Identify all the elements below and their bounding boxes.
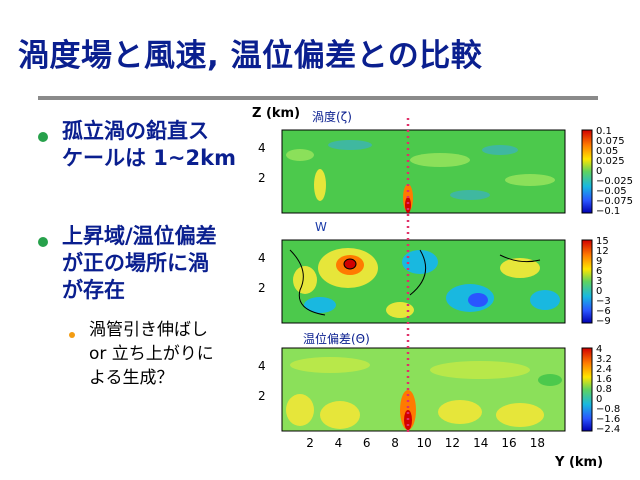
colorbar-tick-label: 0: [596, 286, 602, 297]
y-tick-label: 14: [473, 436, 488, 450]
y-tick-label: 6: [363, 436, 371, 450]
colorbar-tick-label: 0.075: [596, 136, 625, 147]
colorbar-theta: [581, 347, 593, 432]
colorbar-tick-label: 9: [596, 256, 602, 267]
colorbar-tick-label: 15: [596, 236, 609, 247]
z-tick-label: 2: [258, 389, 266, 403]
bullet-1-line-2: ケールは 1~2km: [62, 146, 236, 170]
y-tick-label: 2: [306, 436, 314, 450]
bullet-1-line-1: 孤立渦の鉛直ス: [62, 119, 209, 143]
bullet-2-line-1: 上昇域/温位偏差: [62, 224, 217, 248]
slide-title: 渦度場と風速, 温位偏差との比較: [18, 38, 483, 74]
panel-label-vorticity: 渦度(ζ): [312, 110, 352, 124]
y-tick-label: 12: [445, 436, 460, 450]
sub-bullet-dot: [69, 332, 75, 338]
colorbar-tick-label: 0.025: [596, 156, 625, 167]
z-tick-label: 4: [258, 359, 266, 373]
bullet-1: 孤立渦の鉛直ス ケールは 1~2km: [62, 118, 236, 172]
y-axis-label: Y (km): [555, 455, 604, 470]
colorbar-tick-label: −0.8: [596, 404, 620, 415]
y-tick-label: 10: [417, 436, 432, 450]
colorbar-tick-label: −1.6: [596, 414, 620, 425]
colorbar-tick-label: −2.4: [596, 424, 620, 435]
y-tick-label: 16: [501, 436, 516, 450]
colorbar-tick-label: −0.075: [596, 196, 633, 207]
colorbar-tick-label: 3: [596, 276, 602, 287]
z-axis-label: Z (km): [252, 106, 301, 121]
title-divider: [38, 96, 598, 100]
sub-bullet-line-1: 渦管引き伸ばし: [89, 320, 208, 340]
y-tick-label: 4: [335, 436, 343, 450]
panel-w: [281, 239, 566, 324]
colorbar-tick-label: −6: [596, 306, 611, 317]
z-tick-label: 4: [258, 141, 266, 155]
colorbar-tick-label: −0.1: [596, 206, 620, 217]
z-tick-label: 4: [258, 251, 266, 265]
sub-bullet-line-2: or 立ち上がりに: [89, 344, 214, 364]
colorbar-w: [581, 239, 593, 324]
y-tick-label: 8: [391, 436, 399, 450]
bullet-2-line-2: が正の場所に渦: [62, 251, 209, 275]
sub-bullet-line-3: よる生成？: [89, 368, 174, 388]
panel-label-w: W: [315, 220, 327, 234]
y-tick-label: 18: [530, 436, 545, 450]
z-tick-label: 2: [258, 171, 266, 185]
bullet-2: 上昇域/温位偏差 が正の場所に渦 が存在: [62, 223, 217, 304]
colorbar-tick-label: 0.1: [596, 126, 612, 137]
panel-vorticity: [281, 129, 566, 214]
colorbar-tick-label: 6: [596, 266, 602, 277]
colorbar-tick-label: 2.4: [596, 364, 612, 375]
colorbar-tick-label: 0: [596, 394, 602, 405]
bullet-2-line-3: が存在: [62, 278, 125, 302]
colorbar-tick-label: 0.05: [596, 146, 618, 157]
colorbar-tick-label: 3.2: [596, 354, 612, 365]
colorbar-tick-label: 12: [596, 246, 609, 257]
bullet-dot: [38, 132, 48, 142]
colorbar-vorticity: [581, 129, 593, 214]
bullet-dot: [38, 237, 48, 247]
colorbar-tick-label: 4: [596, 344, 602, 355]
colorbar-tick-label: −9: [596, 316, 611, 327]
colorbar-tick-label: −3: [596, 296, 611, 307]
colorbar-tick-label: 1.6: [596, 374, 612, 385]
colorbar-tick-label: 0: [596, 166, 602, 177]
colorbar-tick-label: −0.025: [596, 176, 633, 187]
panel-label-theta: 温位偏差(Θ): [303, 332, 370, 346]
z-tick-label: 2: [258, 281, 266, 295]
sub-bullet: 渦管引き伸ばし or 立ち上がりに よる生成？: [89, 318, 214, 390]
colorbar-tick-label: 0.8: [596, 384, 612, 395]
colorbar-tick-label: −0.05: [596, 186, 627, 197]
panel-theta: [281, 347, 566, 432]
